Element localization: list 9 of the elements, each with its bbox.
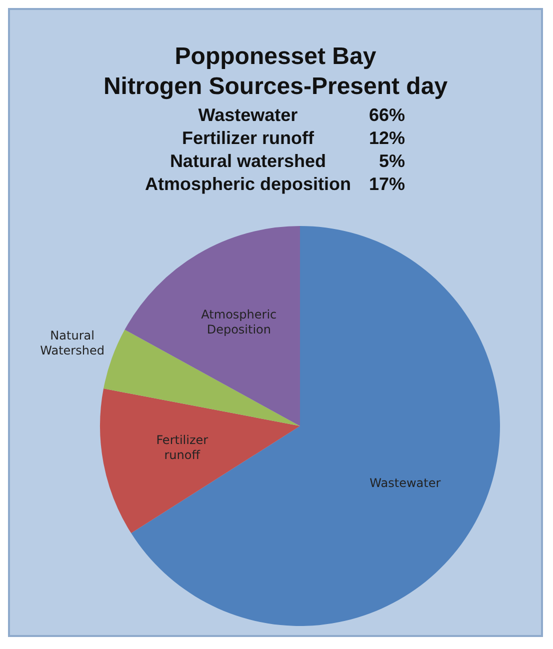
chart-title: Popponesset Bay Nitrogen Sources-Present day [102, 42, 449, 102]
slice-label: Wastewater [370, 476, 441, 490]
text: Atmospheric deposition 17% [144, 173, 406, 196]
text: Wastewater 66% [198, 105, 406, 125]
slice-label: Natural Watershed [40, 328, 104, 358]
text: Natural watershed 5% [170, 151, 406, 171]
slice-label: Fertilizer runoff [156, 433, 208, 462]
text: Fertilizer runoff 12% [182, 128, 406, 148]
slice-label: Atmospheric Deposition [201, 307, 277, 336]
